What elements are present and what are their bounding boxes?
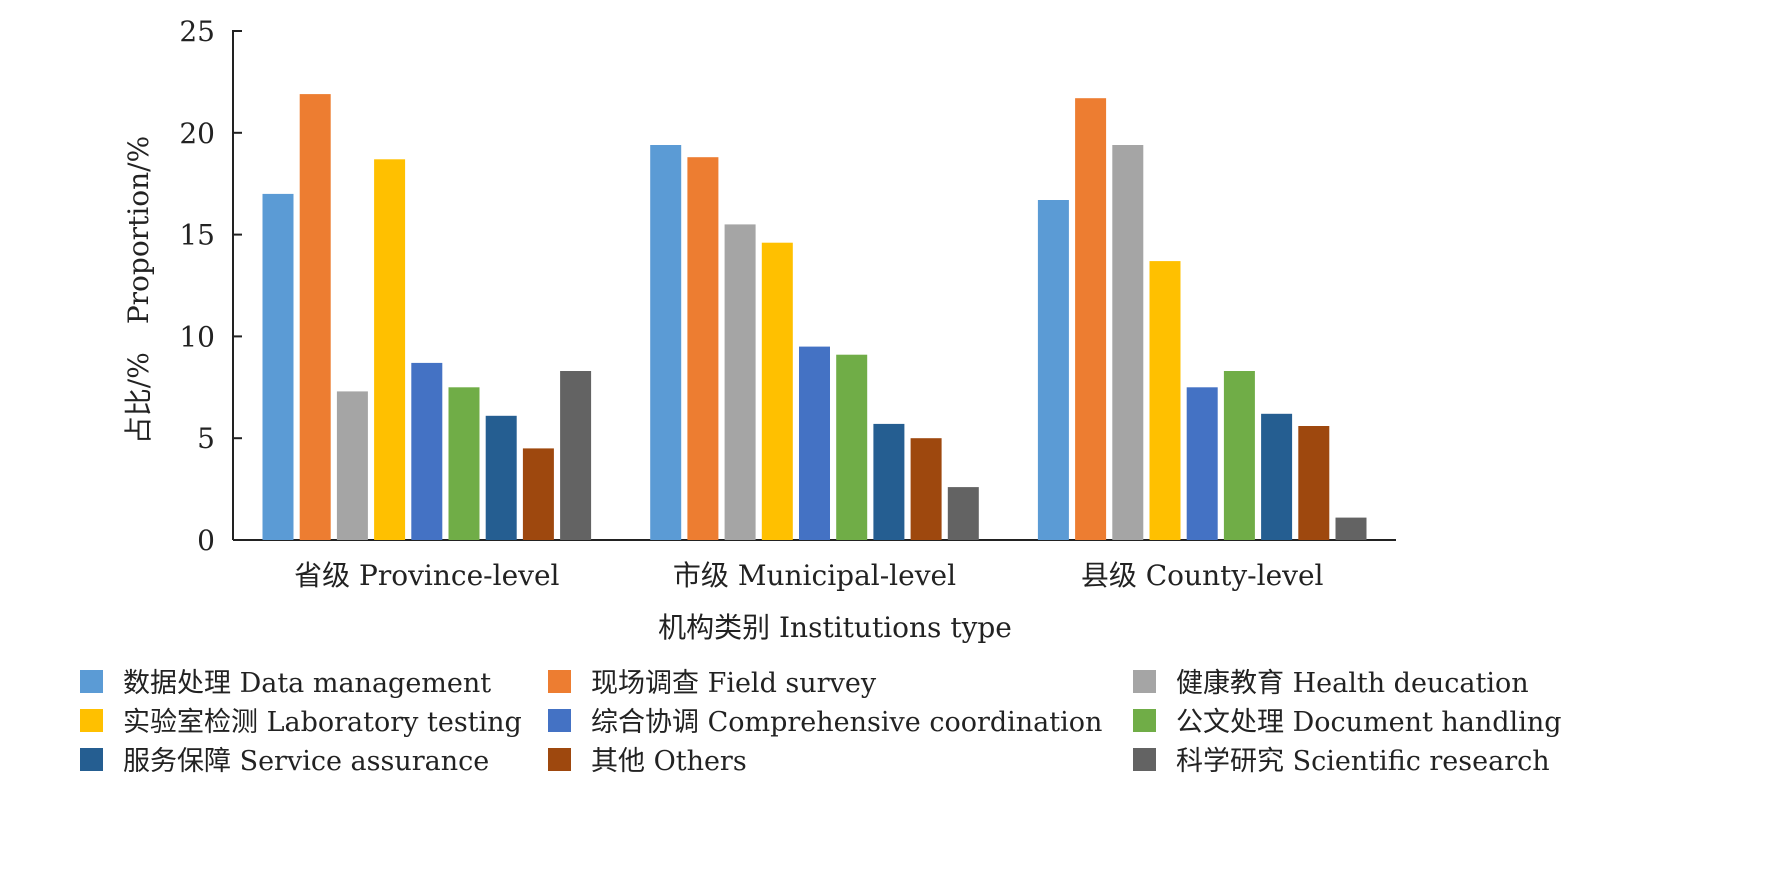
legend-swatch <box>548 748 571 771</box>
legend-swatch <box>1133 748 1156 771</box>
legend-swatch <box>548 670 571 693</box>
bar <box>1112 145 1144 540</box>
bar <box>1298 426 1330 540</box>
bar <box>761 242 793 540</box>
bar <box>873 423 905 540</box>
legend-label: 数据处理 Data management <box>123 668 491 699</box>
legend-label: 服务保障 Service assurance <box>123 746 489 777</box>
y-tick-label: 15 <box>179 219 215 252</box>
bars <box>262 94 1367 541</box>
bar <box>1075 98 1107 540</box>
bar <box>724 224 756 540</box>
bar <box>560 371 592 540</box>
bar <box>336 391 368 540</box>
bar <box>1037 200 1069 540</box>
y-tick-label: 25 <box>179 15 215 48</box>
bar <box>1149 261 1181 540</box>
x-category-label: 市级 Municipal-level <box>673 559 956 592</box>
legend: 数据处理 Data management 现场调查 Field survey 健康教… <box>80 668 1562 777</box>
y-tick-label: 10 <box>179 320 215 353</box>
y-ticks: 0 5 10 15 20 25 <box>179 15 242 557</box>
legend-swatch <box>1133 670 1156 693</box>
bar <box>1186 387 1218 540</box>
legend-swatch <box>80 748 103 771</box>
bar <box>799 346 830 540</box>
bar <box>299 94 331 540</box>
bar <box>1223 371 1255 540</box>
bar <box>1261 413 1293 540</box>
bar <box>374 159 406 541</box>
bar <box>411 362 443 540</box>
x-category-label: 县级 County-level <box>1081 559 1324 592</box>
legend-label: 实验室检测 Laboratory testing <box>123 707 522 738</box>
y-tick-label: 0 <box>197 524 215 557</box>
bar <box>448 387 480 540</box>
bar <box>910 438 942 540</box>
bar <box>947 487 979 540</box>
legend-swatch <box>548 709 571 732</box>
bar <box>262 193 294 540</box>
legend-label: 综合协调 Comprehensive coordination <box>591 707 1102 738</box>
x-axis-title: 机构类别 Institutions type <box>658 611 1012 644</box>
bar <box>522 448 554 540</box>
y-axis-title: 占比/% Proportion/% <box>122 136 155 444</box>
y-tick-label: 5 <box>197 422 215 455</box>
bar <box>836 354 868 540</box>
bar <box>687 157 719 540</box>
legend-label: 健康教育 Health deucation <box>1176 668 1529 699</box>
legend-swatch <box>80 709 103 732</box>
legend-label: 其他 Others <box>591 746 747 777</box>
bar <box>485 415 517 540</box>
y-tick-label: 20 <box>179 117 215 150</box>
bar <box>1335 517 1367 540</box>
x-category-label: 省级 Province-level <box>294 559 559 592</box>
legend-swatch <box>1133 709 1156 732</box>
legend-swatch <box>80 670 103 693</box>
legend-label: 科学研究 Scientific research <box>1176 746 1550 777</box>
legend-label: 现场调查 Field survey <box>591 668 877 699</box>
bar <box>650 145 682 540</box>
x-category-labels: 省级 Province-level 市级 Municipal-level 县级 Co… <box>294 559 1323 592</box>
legend-label: 公文处理 Document handling <box>1176 707 1562 738</box>
